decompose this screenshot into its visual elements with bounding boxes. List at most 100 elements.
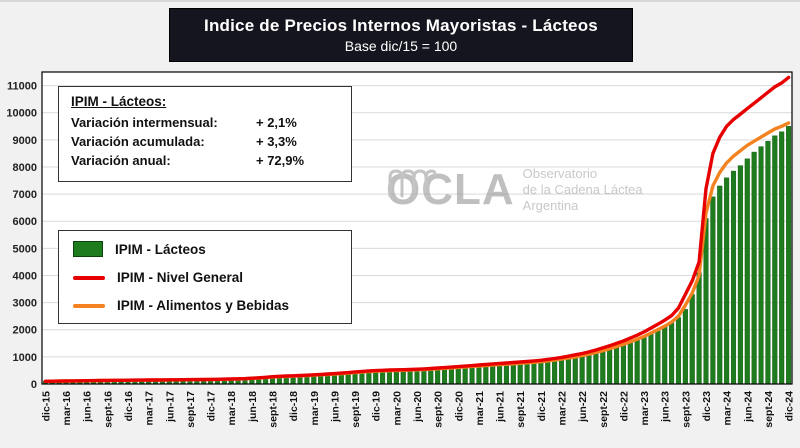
bar [448, 367, 454, 385]
bar [517, 363, 523, 385]
bar [772, 135, 778, 385]
x-tick-label: mar-23 [639, 391, 651, 426]
annotation-value: + 3,3% [256, 134, 297, 149]
x-tick-label: mar-18 [226, 391, 238, 426]
x-tick-label: jun-24 [742, 391, 754, 423]
x-axis-labels: dic-15 mar-16 jun-16 sept-16 dic-16 mar-17 jun… [40, 391, 795, 428]
x-tick-label: sept-18 [268, 391, 280, 428]
annotation-header: IPIM - Lácteos: [71, 94, 167, 109]
y-tick-label: 10000 [6, 108, 37, 120]
bar [393, 369, 399, 385]
y-tick-label: 5000 [13, 243, 37, 255]
x-tick-label: jun-19 [329, 391, 341, 423]
red-line-swatch-icon [73, 275, 105, 280]
x-tick-label: dic-21 [536, 391, 548, 422]
bar [503, 364, 509, 385]
chart-legend: IPIM - Lácteos IPIM - Nivel General IPIM… [58, 230, 352, 324]
x-tick-label: sept-19 [350, 391, 362, 428]
bar [765, 140, 771, 385]
bar [724, 177, 730, 385]
x-tick-label: dic-15 [40, 391, 52, 422]
y-axis-labels: 0 1000 2000 3000 4000 5000 6000 7000 8000 9000 100… [6, 81, 37, 391]
bar [696, 272, 702, 385]
bar [421, 369, 427, 385]
line-ipim-nivel-general [43, 75, 791, 383]
bar [641, 336, 647, 385]
bar [490, 364, 496, 385]
bar [751, 151, 757, 385]
annotation-row-acumulada: Variación acumulada: + 3,3% [71, 132, 339, 151]
x-tick-label: sept-20 [433, 391, 445, 428]
plot-border [41, 71, 793, 385]
annotation-value: + 2,1% [256, 115, 297, 130]
x-tick-label: mar-19 [309, 391, 321, 426]
chart-title-box: Indice de Precios Internos Mayoristas - … [169, 8, 633, 62]
bar [531, 362, 537, 385]
x-tick-label: jun-20 [412, 391, 424, 423]
bar [428, 368, 434, 385]
annotation-label: Variación acumulada: [71, 134, 205, 149]
annotation-label: Variación anual: [71, 153, 171, 168]
bar [634, 339, 640, 385]
x-tick-label: jun-22 [577, 391, 589, 423]
bar [455, 367, 461, 385]
bar [600, 350, 606, 385]
annotation-value: + 72,9% [256, 153, 305, 168]
x-tick-label: mar-21 [474, 391, 486, 426]
bar [689, 294, 695, 385]
legend-entry-lacteos: IPIM - Lácteos [73, 241, 337, 257]
bar [614, 346, 620, 385]
bar [558, 359, 565, 385]
bar [669, 322, 675, 385]
chart-subtitle: Base dic/15 = 100 [344, 38, 458, 54]
x-tick-label: dic-18 [288, 391, 300, 422]
x-tick-label: sept-24 [763, 391, 775, 428]
bar [497, 364, 503, 385]
bar [586, 354, 592, 385]
bar [648, 333, 654, 385]
annotation-row-anual: Variación anual: + 72,9% [71, 151, 339, 170]
bar [538, 361, 544, 385]
x-tick-label: sept-23 [680, 391, 692, 428]
bar [730, 170, 737, 385]
legend-label: IPIM - Nivel General [117, 270, 244, 285]
bar [462, 366, 468, 385]
bar [483, 365, 489, 385]
bar [435, 368, 441, 385]
green-bar-swatch-icon [73, 241, 103, 257]
x-tick-label: jun-17 [164, 391, 176, 423]
y-tick-label: 9000 [13, 135, 37, 147]
x-tick-label: jun-18 [247, 391, 259, 423]
x-tick-label: sept-21 [515, 391, 527, 428]
bar [593, 352, 599, 385]
bar [607, 348, 613, 385]
bar [710, 196, 716, 385]
x-tick-label: jun-23 [660, 391, 672, 423]
bar [441, 368, 448, 385]
bar [662, 326, 668, 385]
legend-entry-alimentos: IPIM - Alimentos y Bebidas [73, 298, 337, 313]
bar [655, 329, 661, 385]
y-tick-label: 2000 [13, 325, 37, 337]
x-tick-label: mar-17 [144, 391, 156, 426]
annotation-label: Variación intermensual: [71, 115, 218, 130]
y-tick-label: 6000 [13, 216, 37, 228]
x-tick-label: jun-16 [82, 391, 94, 423]
bar [579, 356, 585, 385]
variation-annotation-box: IPIM - Lácteos: Variación intermensual: … [58, 86, 352, 182]
bar [786, 126, 792, 385]
bar [737, 165, 743, 385]
bar [469, 366, 475, 385]
bar [717, 185, 723, 385]
y-tick-label: 0 [31, 379, 37, 391]
legend-label: IPIM - Alimentos y Bebidas [117, 298, 290, 313]
annotation-row-intermensual: Variación intermensual: + 2,1% [71, 113, 339, 132]
bar [414, 369, 420, 385]
bar [744, 158, 750, 385]
x-tick-label: dic-17 [206, 391, 218, 422]
bar [572, 357, 578, 385]
x-tick-label: sept-17 [185, 391, 197, 428]
bar [552, 360, 558, 385]
bar [400, 369, 406, 385]
